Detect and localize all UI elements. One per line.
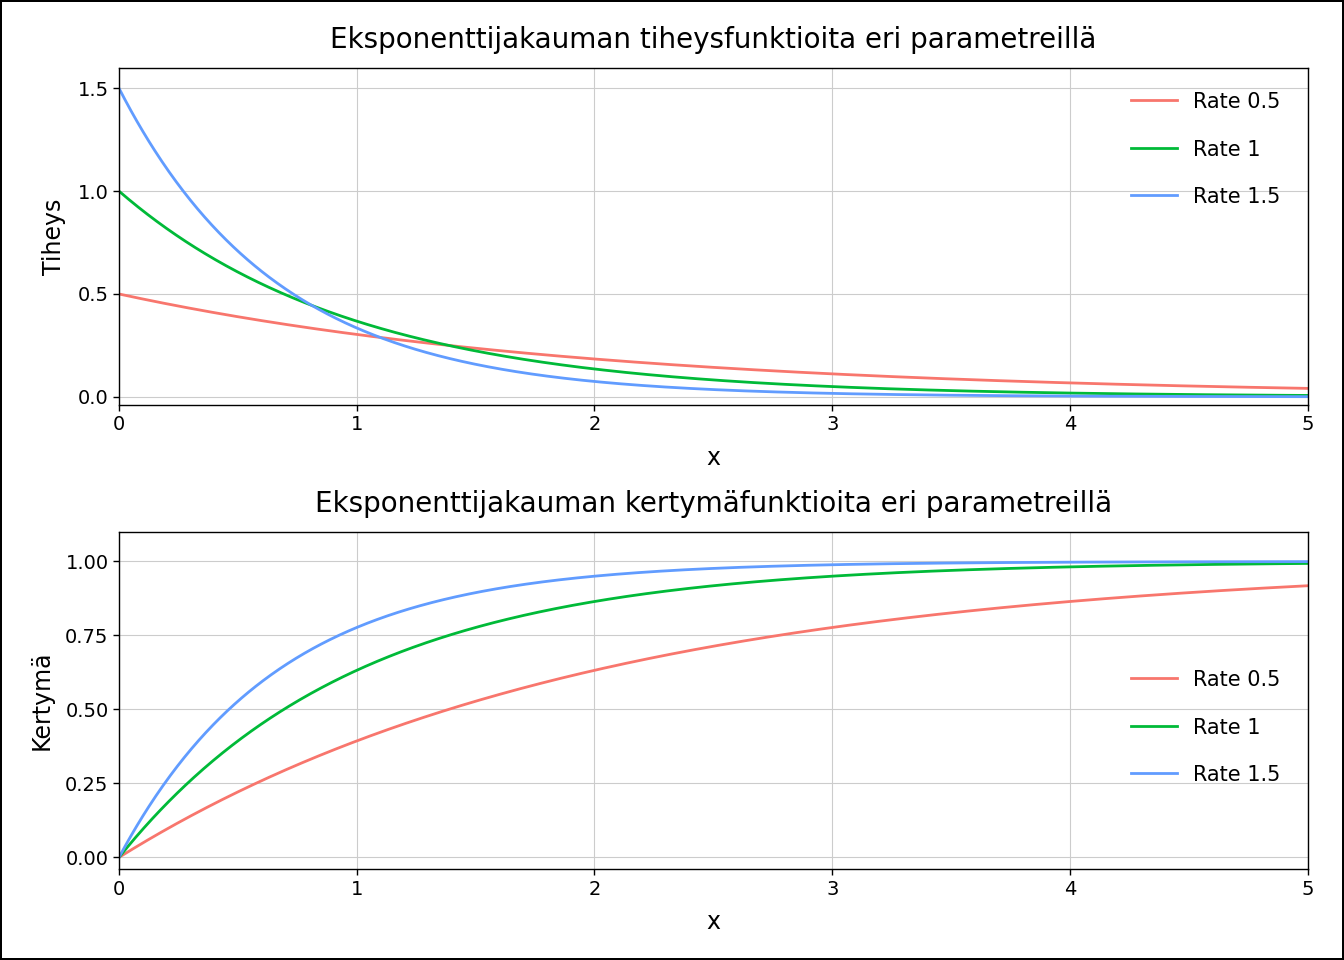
- Rate 0.5: [927, 372, 943, 384]
- Rate 1.5: [233, 693, 249, 705]
- Line: Rate 0.5: Rate 0.5: [120, 294, 1308, 389]
- Rate 1: [112, 185, 128, 197]
- Rate 1.5: [1300, 556, 1316, 567]
- Rate 1: [1300, 390, 1316, 401]
- Rate 1.5: [927, 558, 943, 569]
- Rate 0.5: [112, 288, 128, 300]
- Rate 0.5: [1038, 598, 1054, 610]
- Rate 1.5: [1038, 390, 1054, 401]
- Rate 0.5: [233, 785, 249, 797]
- Rate 0.5: [1300, 383, 1316, 395]
- Line: Rate 1: Rate 1: [120, 564, 1308, 857]
- Line: Rate 1.5: Rate 1.5: [120, 562, 1308, 857]
- X-axis label: x: x: [707, 910, 720, 934]
- Legend: Rate 0.5, Rate 1, Rate 1.5: Rate 0.5, Rate 1, Rate 1.5: [1121, 82, 1292, 218]
- Rate 1: [634, 369, 650, 380]
- Rate 0.5: [1059, 596, 1075, 608]
- Title: Eksponenttijakauman tiheysfunktioita eri parametreillä: Eksponenttijakauman tiheysfunktioita eri…: [331, 26, 1097, 55]
- Line: Rate 1.5: Rate 1.5: [120, 88, 1308, 396]
- Rate 0.5: [591, 353, 607, 365]
- Line: Rate 1: Rate 1: [120, 191, 1308, 396]
- Rate 0.5: [1038, 376, 1054, 388]
- Rate 0.5: [634, 654, 650, 665]
- Y-axis label: Tiheys: Tiheys: [43, 198, 66, 275]
- Title: Eksponenttijakauman kertymäfunktioita eri parametreillä: Eksponenttijakauman kertymäfunktioita er…: [314, 491, 1111, 518]
- Legend: Rate 0.5, Rate 1, Rate 1.5: Rate 0.5, Rate 1, Rate 1.5: [1121, 660, 1292, 796]
- Rate 1.5: [233, 248, 249, 259]
- Rate 0.5: [927, 609, 943, 620]
- Rate 0.5: [233, 311, 249, 323]
- Rate 1: [1059, 387, 1075, 398]
- Rate 1: [591, 364, 607, 375]
- Rate 1: [634, 588, 650, 600]
- Rate 1: [1300, 558, 1316, 569]
- Rate 1.5: [591, 376, 607, 388]
- Rate 0.5: [634, 357, 650, 369]
- Rate 1.5: [112, 83, 128, 94]
- Rate 0.5: [1059, 377, 1075, 389]
- X-axis label: x: x: [707, 445, 720, 469]
- Rate 1: [1038, 387, 1054, 398]
- Rate 0.5: [1300, 580, 1316, 591]
- Rate 1.5: [1059, 557, 1075, 568]
- Rate 1.5: [634, 566, 650, 578]
- Rate 0.5: [591, 663, 607, 675]
- Rate 1.5: [1038, 557, 1054, 568]
- Rate 1: [927, 384, 943, 396]
- Rate 1: [233, 733, 249, 745]
- Rate 1: [591, 595, 607, 607]
- Y-axis label: Kertymä: Kertymä: [30, 651, 54, 751]
- Rate 1.5: [112, 852, 128, 863]
- Rate 1.5: [1300, 391, 1316, 402]
- Rate 1: [927, 565, 943, 577]
- Rate 1.5: [927, 389, 943, 400]
- Rate 1: [1038, 562, 1054, 573]
- Rate 1.5: [1059, 391, 1075, 402]
- Line: Rate 0.5: Rate 0.5: [120, 586, 1308, 857]
- Rate 1: [1059, 562, 1075, 573]
- Rate 0.5: [112, 852, 128, 863]
- Rate 1: [112, 852, 128, 863]
- Rate 1.5: [591, 570, 607, 582]
- Rate 1.5: [634, 380, 650, 392]
- Rate 1: [233, 268, 249, 279]
